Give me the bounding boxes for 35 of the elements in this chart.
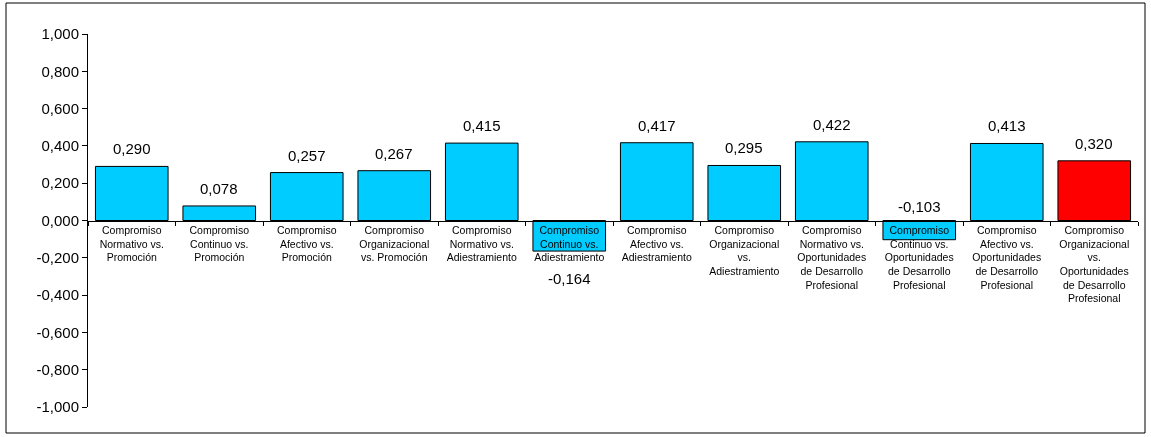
data-label: 0,415 bbox=[463, 117, 501, 134]
x-tick-label: Compromiso Normativo vs. Promoción bbox=[99, 224, 164, 264]
x-tick-label: Compromiso Normativo vs. Adiestramiento bbox=[446, 224, 517, 264]
x-tick-label: Compromiso Organizacional vs. Oportunidades de Desarrollo Profesional bbox=[1059, 224, 1130, 305]
y-tick-label: 0,200 bbox=[41, 174, 79, 192]
x-tick-label: Compromiso Organizacional vs. Promoción bbox=[359, 224, 430, 264]
x-tick-label: Compromiso Afectivo vs. Adiestramiento bbox=[621, 224, 692, 264]
x-tick-label: Compromiso Afectivo vs. Promoción bbox=[276, 224, 337, 264]
data-label: 0,422 bbox=[813, 116, 851, 133]
y-tick-label: -0,400 bbox=[36, 286, 79, 304]
data-label: 0,320 bbox=[1075, 135, 1113, 152]
data-label: 0,267 bbox=[375, 145, 413, 162]
y-tick-label: 0,800 bbox=[41, 62, 79, 80]
y-tick-label: 0,400 bbox=[41, 137, 79, 155]
y-tick-label: 0,000 bbox=[41, 211, 79, 229]
data-label: 0,257 bbox=[288, 147, 326, 164]
y-tick-label: 0,600 bbox=[41, 99, 79, 117]
y-tick-label: -0,200 bbox=[36, 249, 79, 267]
x-tick-label: Compromiso Continuo vs. Oportunidades de Desarrollo Profesional bbox=[884, 224, 954, 291]
y-tick-label: 1,000 bbox=[41, 25, 79, 43]
data-label: 0,078 bbox=[200, 180, 238, 197]
x-tick-label: Compromiso Normativo vs. Oportunidades de Desarrollo Profesional bbox=[797, 224, 867, 291]
x-tick-label: Compromiso Continuo vs. Promoción bbox=[189, 224, 250, 264]
data-label: 0,413 bbox=[988, 117, 1026, 134]
x-tick-label: Compromiso Continuo vs. Adiestramiento bbox=[534, 224, 605, 264]
data-label: 0,290 bbox=[113, 140, 151, 157]
data-label: 0,417 bbox=[638, 117, 676, 134]
y-tick-label: -0,600 bbox=[36, 323, 79, 341]
x-tick-label: Compromiso Organizacional vs. Adiestramiento bbox=[709, 224, 780, 278]
data-label: 0,295 bbox=[725, 139, 763, 156]
data-label: -0,164 bbox=[548, 270, 591, 287]
y-tick-label: -0,800 bbox=[36, 360, 79, 378]
data-label: -0,103 bbox=[898, 198, 941, 215]
x-tick-label: Compromiso Afectivo vs. Oportunidades de Desarrollo Profesional bbox=[972, 224, 1042, 291]
y-tick-label: -1,000 bbox=[36, 398, 79, 416]
